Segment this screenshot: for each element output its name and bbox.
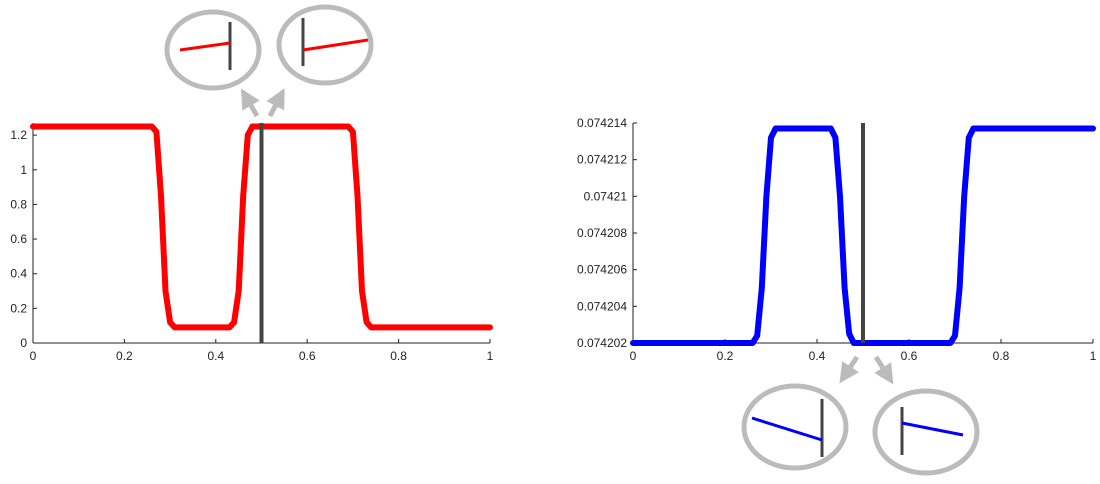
inset-curve-segment: [901, 421, 964, 437]
y-tick-label: 0.074206: [577, 263, 627, 277]
y-tick-label: 0.6: [10, 232, 27, 246]
x-tick-label: 0.2: [717, 349, 734, 363]
y-tick-label: 1: [20, 163, 27, 177]
series-line: [30, 123, 493, 331]
x-tick-label: 0.6: [299, 349, 316, 363]
x-tick-label: 0: [630, 349, 637, 363]
y-tick-label: 0.8: [10, 197, 27, 211]
y-tick-label: 0.074208: [577, 226, 627, 240]
y-tick-label: 0.2: [10, 301, 27, 315]
x-tick-label: 0.4: [207, 349, 224, 363]
left-inset-left: [164, 9, 262, 91]
y-tick-label: 0.4: [10, 267, 27, 281]
x-tick-label: 1: [1090, 349, 1097, 363]
inset-ring: [872, 388, 980, 476]
inset-curve-segment: [179, 41, 231, 52]
y-tick-label: 0.07421: [584, 189, 628, 203]
inset-ring: [164, 9, 262, 91]
y-tick-label: 0: [20, 336, 27, 350]
inset-ring: [276, 4, 374, 86]
arrow-up-left: [240, 88, 260, 118]
x-tick-label: 0.2: [116, 349, 133, 363]
x-tick-label: 1: [487, 349, 494, 363]
x-tick-label: 0.6: [901, 349, 918, 363]
right-inset-left: [741, 383, 849, 471]
y-tick-label: 0.074202: [577, 336, 627, 350]
arrow-up-right: [266, 88, 285, 118]
y-tick-label: 0.074204: [577, 299, 627, 313]
arrow-down-right: [873, 355, 894, 385]
y-tick-label: 0.074214: [577, 116, 627, 130]
arrow-down-left: [839, 355, 860, 384]
x-tick-label: 0.8: [993, 349, 1010, 363]
inset-curve-segment: [751, 416, 823, 442]
series-line: [630, 125, 1096, 346]
right-inset-right: [872, 388, 980, 476]
x-tick-label: 0.8: [390, 349, 407, 363]
y-tick-label: 0.074212: [577, 153, 627, 167]
left-inset-right: [276, 4, 374, 86]
inset-ring: [741, 383, 849, 471]
right-chart: 0 0.2 0.4 0.6 0.8 1 0.074202 0.074204 0.074206 0.…: [577, 116, 1097, 363]
inset-curve-segment: [302, 38, 369, 52]
x-tick-label: 0.4: [809, 349, 826, 363]
y-tick-label: 1.2: [10, 128, 27, 142]
x-tick-label: 0: [30, 349, 37, 363]
left-chart: 0 0.2 0.4 0.6 0.8 1 0 0.2 0.4 0.6 0.8 1 1.2: [10, 123, 494, 363]
